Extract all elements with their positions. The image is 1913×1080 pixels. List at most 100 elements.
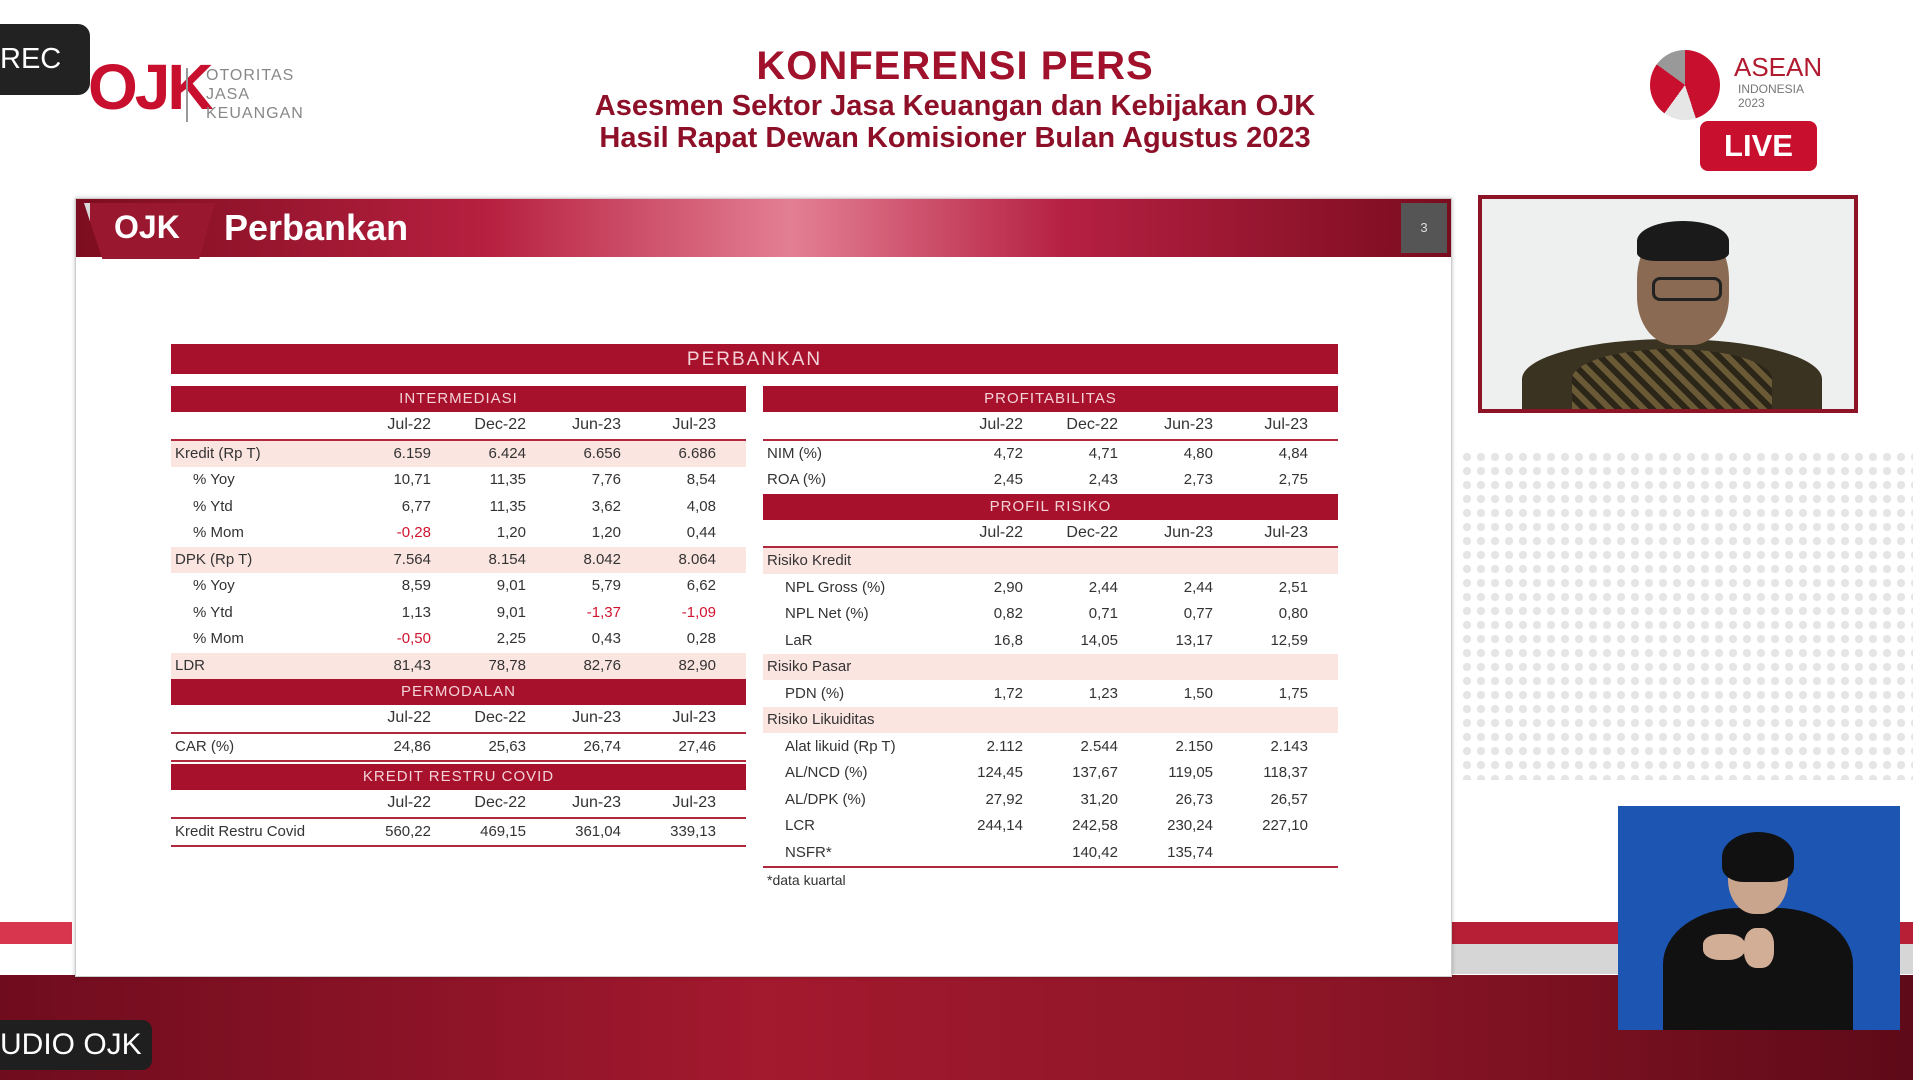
table-row: Kredit (Rp T) 6.159 6.424 6.656 6.686 xyxy=(171,440,746,467)
asean-sub-line: INDONESIA xyxy=(1738,82,1805,96)
cell-value: 82,76 xyxy=(583,656,621,674)
conference-subtitle-2: Hasil Rapat Dewan Komisioner Bulan Agust… xyxy=(599,122,1311,154)
cell-value: 0,80 xyxy=(1278,605,1308,622)
table-row: LCR 244,14 242,58 230,24 227,10 xyxy=(763,813,1338,839)
cell-value: 13,17 xyxy=(1175,631,1213,649)
cell-value: 2,45 xyxy=(993,471,1023,488)
row-label: % Mom xyxy=(193,630,244,647)
interpreter-hand xyxy=(1703,934,1745,960)
studio-background-band xyxy=(0,975,1913,1080)
ojk-logo: OJK OTORITAS JASA KEUANGAN xyxy=(88,40,318,130)
conference-title: KONFERENSI PERS xyxy=(756,44,1154,88)
cell-value: 137,67 xyxy=(1072,764,1118,781)
table-row: NPL Gross (%) 2,90 2,44 2,44 2,51 xyxy=(763,575,1338,601)
period-header: Jul-22 xyxy=(979,523,1023,541)
header-underline xyxy=(171,816,746,819)
section-title-profil-risiko: PROFIL RISIKO xyxy=(763,493,1338,520)
slide-logo-tab xyxy=(84,203,215,259)
footnote: *data kuartal xyxy=(767,872,846,888)
row-label: % Ytd xyxy=(193,497,233,515)
cell-value: 26,57 xyxy=(1270,790,1308,808)
table-row: LDR 81,43 78,78 82,76 82,90 xyxy=(171,652,746,679)
cell-value: 119,05 xyxy=(1168,764,1213,781)
section-title-permodalan: PERMODALAN xyxy=(171,679,746,705)
row-label: Risiko Kredit xyxy=(767,552,852,569)
logo-text-line: JASA xyxy=(206,86,251,103)
table-row: Risiko Pasar xyxy=(763,654,1338,680)
cell-value: 25,63 xyxy=(488,737,526,755)
row-label: NIM (%) xyxy=(767,444,822,462)
speaker-hair xyxy=(1637,221,1729,261)
period-header: Dec-22 xyxy=(474,709,526,726)
period-header: Jul-23 xyxy=(672,794,716,811)
header-underline xyxy=(763,546,1338,548)
cell-value: 11,35 xyxy=(489,497,526,515)
cell-value: 0,77 xyxy=(1183,605,1213,622)
row-label: NPL Net (%) xyxy=(785,605,869,622)
speaker-video-feed xyxy=(1478,195,1858,413)
asean-2023-logo: ASEAN INDONESIA 2023 xyxy=(1650,46,1830,126)
period-header: Jun-23 xyxy=(572,709,621,726)
period-header: Jul-23 xyxy=(672,416,716,433)
row-label: Kredit Restru Covid xyxy=(175,822,306,840)
live-badge: LIVE xyxy=(1700,121,1817,171)
logo-text-line: OTORITAS xyxy=(206,67,295,84)
period-header: Jun-23 xyxy=(1164,523,1213,541)
speaker-glasses xyxy=(1652,277,1722,301)
cell-value: 26,74 xyxy=(583,737,621,755)
table-row: DPK (Rp T) 7.564 8.154 8.042 8.064 xyxy=(171,546,746,573)
period-header: Jul-22 xyxy=(387,794,431,811)
table-row: Kredit Restru Covid 560,22 469,15 361,04 339… xyxy=(171,819,746,845)
row-label: Alat likuid (Rp T) xyxy=(785,737,896,755)
row-label: NPL Gross (%) xyxy=(785,578,886,596)
table-row: Risiko Likuiditas xyxy=(763,707,1338,733)
conference-subtitle: Asesmen Sektor Jasa Keuangan dan Kebijak… xyxy=(594,90,1316,122)
cell-value: 0,28 xyxy=(686,630,716,647)
period-header-row: Jul-22 Dec-22 Jun-23 Jul-23 xyxy=(763,520,1338,546)
period-header: Jun-23 xyxy=(1164,416,1213,433)
cell-value: 1,75 xyxy=(1278,684,1308,702)
slide-ojk-logo: OJK xyxy=(114,209,180,245)
cell-value: 2,90 xyxy=(993,578,1023,596)
header-underline xyxy=(171,731,746,734)
period-header: Jun-23 xyxy=(572,794,621,811)
cell-value: 4,08 xyxy=(686,497,716,515)
ojk-logo-mark: OJK xyxy=(88,51,214,123)
cell-value: 2.112 xyxy=(986,737,1023,755)
section-underline xyxy=(171,845,746,847)
cell-value: 2,44 xyxy=(1088,578,1118,596)
table-row: % Ytd 1,13 9,01 -1,37 -1,09 xyxy=(171,600,746,626)
cell-value: 4,84 xyxy=(1278,444,1308,462)
cell-value: 5,79 xyxy=(591,577,621,594)
cell-value: 24,86 xyxy=(393,737,431,755)
header-underline xyxy=(171,438,746,441)
cell-value: 469,15 xyxy=(480,822,526,840)
period-header: Jul-22 xyxy=(387,709,431,726)
cell-value: 4,71 xyxy=(1088,444,1118,462)
table-row: CAR (%) 24,86 25,63 26,74 27,46 xyxy=(171,734,746,760)
cell-value: 31,20 xyxy=(1080,790,1118,808)
cell-value: -0,50 xyxy=(396,630,431,647)
studio-label: UDIO OJK xyxy=(0,1020,152,1070)
period-header: Dec-22 xyxy=(474,794,526,811)
period-header-row: Jul-22 Dec-22 Jun-23 Jul-23 xyxy=(171,412,746,438)
row-label: CAR (%) xyxy=(175,737,235,755)
row-label: % Ytd xyxy=(193,603,233,621)
table-row: % Yoy 8,59 9,01 5,79 6,62 xyxy=(171,573,746,599)
cell-value: 361,04 xyxy=(575,822,621,840)
cell-value: 242,58 xyxy=(1072,817,1118,834)
table-row: LaR 16,8 14,05 13,17 12,59 xyxy=(763,628,1338,654)
sign-language-interpreter-video xyxy=(1618,806,1900,1030)
section-title-kredit-restru: KREDIT RESTRU COVID xyxy=(171,764,746,790)
cell-value: 140,42 xyxy=(1072,843,1118,861)
cell-value: 4,80 xyxy=(1183,444,1213,462)
cell-value: 1,72 xyxy=(993,684,1023,702)
table-row: NSFR* 140,42 135,74 xyxy=(763,840,1338,866)
section-underline xyxy=(763,866,1338,868)
table-row: % Ytd 6,77 11,35 3,62 4,08 xyxy=(171,494,746,520)
row-label: AL/NCD (%) xyxy=(785,764,868,781)
cell-value: 3,62 xyxy=(591,497,621,515)
cell-value: 2,51 xyxy=(1278,578,1308,596)
period-header: Dec-22 xyxy=(1066,523,1118,541)
cell-value: 6,77 xyxy=(401,497,431,515)
